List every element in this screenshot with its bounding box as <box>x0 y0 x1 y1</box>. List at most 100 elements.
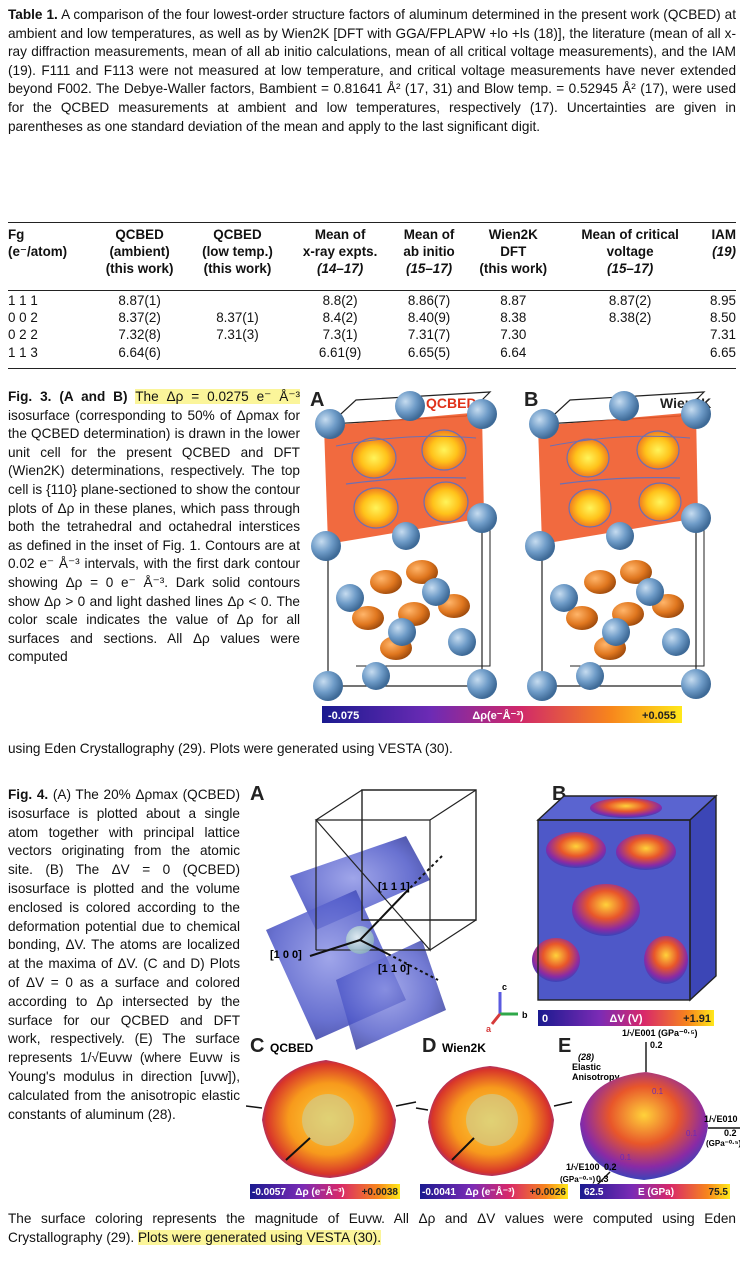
atom <box>362 662 390 690</box>
table-cell: 8.95 <box>709 292 736 308</box>
fig3b-contour <box>559 477 681 485</box>
fig4-text: (A) The 20% Δρmax (QCBED) isosurface is … <box>8 787 240 1122</box>
cell-edge <box>429 789 477 821</box>
atom <box>336 584 364 612</box>
atom <box>681 669 711 699</box>
atom <box>392 522 420 550</box>
fig3-text: isosurface (corresponding to 50% of Δρma… <box>8 407 300 665</box>
fig4c-scale-bar <box>250 1184 400 1199</box>
table1-caption-text: A comparison of the four lowest-order st… <box>8 7 737 134</box>
atom <box>467 669 497 699</box>
table-cell: 8.8(2) <box>322 292 358 308</box>
atom <box>681 503 711 533</box>
fig4a-isosurface <box>336 940 446 1050</box>
fig4c-axis <box>285 1137 311 1161</box>
fig4d-axis <box>451 1137 475 1161</box>
fig4-figure: A [1 1 1] [1 0 0] [1 1 0] c b a B <box>246 783 740 1199</box>
fig3b-hot-spot <box>638 482 682 522</box>
fig4-panel-e: E (28) Elastic Anisotropy 1/√E001 (GPa⁻⁰… <box>558 1028 740 1199</box>
table-cell: 7.31 <box>709 327 736 343</box>
fig4b-dv-region <box>532 938 580 982</box>
fig3b-hot-spot <box>636 430 680 470</box>
fig3-figure: A QCBED B Wien2K <box>310 389 711 723</box>
table-cell <box>561 344 699 362</box>
fig4-panel-a-label: A <box>250 783 264 805</box>
table-cell: 8.37(2) <box>118 309 161 325</box>
fig3-caption-tail: using Eden Crystallography (29). Plots w… <box>8 741 453 756</box>
table-cell: 8.37(1) <box>216 309 259 325</box>
fig4e-bottom-unit: (GPa⁻⁰·⁵) <box>560 1175 596 1184</box>
fig4b-scale-bar <box>538 1010 714 1026</box>
fig3a-hot-spot <box>421 429 467 471</box>
table-cell: 6.64 <box>500 344 527 360</box>
table-cell: 6.65(5) <box>407 344 451 360</box>
atom <box>527 671 557 701</box>
fig3b-isosurface-lobe <box>620 560 652 584</box>
table-cell: 8.87(1) <box>118 292 161 308</box>
fig4-tail-text: The surface coloring represents the magn… <box>8 1211 736 1245</box>
cell-outline <box>537 819 691 1001</box>
fig4e-axis-top: 1/√E001 (GPa⁻⁰·⁵) <box>622 1028 698 1038</box>
fig3a-isosurface-lobe <box>352 606 384 630</box>
fig4d-atom <box>466 1094 518 1146</box>
fig4-tail-highlight: Plots were generated using VESTA (30). <box>137 1229 382 1245</box>
atom <box>388 618 416 646</box>
table1-caption-label: Table 1. <box>8 7 58 22</box>
fig3-color-scale: -0.075 Δρ(e⁻Å⁻³) +0.055 <box>322 706 682 723</box>
fig3-panel-b: B Wien2K <box>524 389 711 701</box>
table-cell: 8.87 <box>500 292 527 308</box>
fig4b-dv-region <box>644 936 688 984</box>
vector-111-ext <box>405 855 443 893</box>
fig4b-side-face <box>689 794 717 1002</box>
fig4e-scale-max: 75.5 <box>709 1187 729 1198</box>
label-111: [1 1 1] <box>378 881 410 893</box>
table-row: 1 1 3 6.64(6) 6.61(9) 6.65(5) 6.64 6.65 <box>8 344 736 362</box>
table-row: 1 1 1 8.87(1) 8.8(2) 8.86(7) 8.87 8.87(2) 8.95 <box>8 284 736 309</box>
atom <box>681 399 711 429</box>
atom <box>422 578 450 606</box>
fig4c-scale-min: -0.0057 <box>252 1187 286 1198</box>
table1-header-rule <box>8 290 736 292</box>
header-fg: Fg (e⁻/atom) <box>8 227 68 260</box>
table-cell <box>187 344 287 362</box>
atom <box>448 628 476 656</box>
fig4e-scale-min: 62.5 <box>584 1187 604 1198</box>
fig3-panel-a: A QCBED <box>310 389 497 701</box>
fig4e-right-01: 0.1 <box>686 1129 698 1138</box>
header-iam: IAM (19) <box>711 227 736 260</box>
axis-c-label: c <box>502 982 507 992</box>
table-cell: 8.87(2) <box>608 292 652 308</box>
table-cell <box>187 284 287 309</box>
fig4e-bottom-02: 0.2 <box>604 1162 617 1172</box>
fig3-scale-label: Δρ(e⁻Å⁻³) <box>472 709 524 722</box>
fig3b-isosurface-lobe <box>584 570 616 594</box>
table-cell: 7.31(3) <box>216 327 259 343</box>
header-qcbed-ambient: QCBED (ambient) (this work) <box>105 227 174 277</box>
label-110: [1 1 0] <box>378 963 410 975</box>
fig4d-scale-min: -0.0041 <box>422 1187 456 1198</box>
atom <box>576 662 604 690</box>
fig4b-dv-region <box>572 884 640 936</box>
fig4-panel-a: A [1 1 1] [1 0 0] [1 1 0] c b a <box>250 783 528 1050</box>
fig4-panel-d-label: D <box>422 1035 436 1057</box>
fig3a-isosurface-lobe <box>370 570 402 594</box>
atom <box>602 618 630 646</box>
fig3-label: Fig. 3. <box>8 389 52 404</box>
fig3b-contour <box>549 435 691 447</box>
fig4c-atom <box>302 1094 354 1146</box>
fig4c-axis <box>246 1105 263 1109</box>
table1-bottom-rule <box>8 368 736 370</box>
fig4e-right-02: 0.2 <box>724 1128 737 1138</box>
atom <box>315 409 345 439</box>
fig4e-tick-02: 0.2 <box>650 1040 663 1050</box>
table-cell: 7.3(1) <box>322 327 358 343</box>
fig3-panel-a-title: QCBED <box>426 395 477 411</box>
table-cell: 6.61(9) <box>318 344 362 360</box>
table1-top-rule <box>8 222 736 224</box>
fig4e-bottom-03: 0.3 <box>596 1174 609 1184</box>
fig3-scale-min: -0.075 <box>328 710 359 722</box>
fig4c-scale-label: Δρ (e⁻Å⁻³) <box>295 1185 344 1198</box>
header-critical-voltage: Mean of critical voltage (15–17) <box>581 227 679 277</box>
fig4b-dv-region <box>546 832 606 868</box>
fig4b-dv-region <box>616 834 676 870</box>
